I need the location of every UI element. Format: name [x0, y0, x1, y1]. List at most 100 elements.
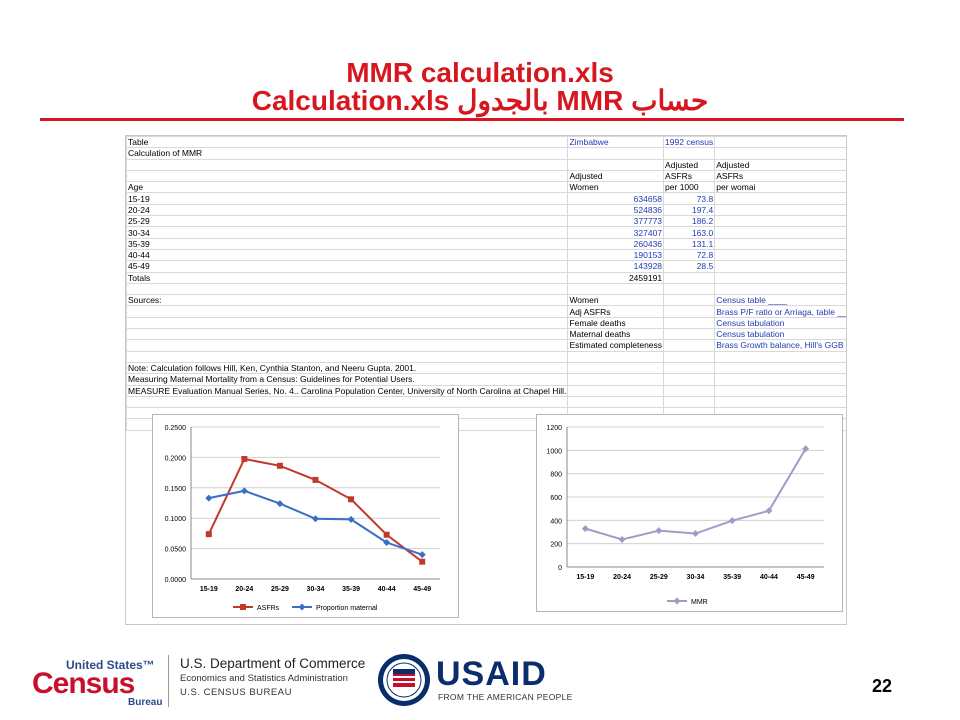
sheet-cell[interactable]: [126, 169, 569, 183]
sheet-cell[interactable]: [126, 316, 569, 330]
sheet-cell[interactable]: Adjusted: [567, 169, 665, 183]
sheet-cell[interactable]: 15-19: [126, 192, 569, 205]
sheet-cell[interactable]: [714, 384, 846, 397]
sheet-cell[interactable]: [567, 395, 665, 409]
sheet-cell[interactable]: 28.5: [663, 260, 716, 273]
sheet-cell[interactable]: Census table ____: [714, 294, 846, 307]
sheet-cell[interactable]: [126, 328, 569, 341]
sheet-cell[interactable]: 45-49: [126, 260, 569, 273]
sheet-cell[interactable]: [126, 395, 569, 409]
mmr-chart[interactable]: 0 200 400 600 800 1000 1200 15-19 20-24 25-29 30-3…: [536, 414, 843, 612]
sheet-cell[interactable]: ASFRs: [714, 169, 846, 183]
sheet-cell[interactable]: [126, 350, 569, 363]
sheet-cell[interactable]: [126, 305, 569, 318]
sheet-cell[interactable]: [663, 395, 716, 409]
sheet-cell[interactable]: Adjusted: [663, 158, 716, 171]
sheet-cell[interactable]: Estimated completeness: [567, 339, 665, 352]
sheet-cell[interactable]: [663, 384, 716, 397]
sheet-cell[interactable]: Brass Growth balance, Hill's GGB techniq…: [714, 339, 846, 352]
sheet-cell[interactable]: MEASURE Evaluation Manual Series, No. 4.…: [126, 384, 569, 397]
sheet-cell[interactable]: 327407: [567, 226, 665, 239]
sheet-cell[interactable]: per 1000: [663, 181, 716, 194]
sheet-cell[interactable]: [714, 373, 846, 386]
sheet-cell[interactable]: Female deaths: [567, 316, 665, 330]
sheet-cell[interactable]: Measuring Maternal Mortality from a Cens…: [126, 373, 569, 386]
sheet-cell[interactable]: [567, 282, 665, 296]
sheet-cell[interactable]: 0.1974: [714, 203, 846, 217]
sheet-cell[interactable]: 30-34: [126, 226, 569, 239]
sheet-cell[interactable]: ASFRs: [663, 169, 716, 183]
sheet-cell[interactable]: 143928: [567, 260, 665, 273]
sheet-cell[interactable]: [663, 328, 716, 341]
sheet-cell[interactable]: 163.0: [663, 226, 716, 239]
spreadsheet-area[interactable]: Table Zimbabwe 1992 census Calculation of M…: [125, 135, 847, 625]
sheet-cell[interactable]: 72.8: [663, 248, 716, 262]
sheet-cell[interactable]: [663, 350, 716, 363]
sheet-cell[interactable]: [567, 158, 665, 171]
sheet-cell[interactable]: 25-29: [126, 215, 569, 228]
sheet-cell[interactable]: [663, 271, 716, 284]
sheet-cell[interactable]: [126, 158, 569, 171]
sheet-cell[interactable]: 73.8: [663, 192, 716, 205]
sheet-cell[interactable]: [714, 271, 846, 284]
sheet-cell[interactable]: 260436: [567, 237, 665, 250]
sheet-cell[interactable]: 0.1862: [714, 215, 846, 228]
sheet-cell[interactable]: 2459191: [567, 271, 665, 284]
sheet-cell[interactable]: 0.0285: [714, 260, 846, 273]
sheet-cell[interactable]: Census tabulation: [714, 328, 846, 341]
sheet-cell[interactable]: 131.1: [663, 237, 716, 250]
sheet-cell[interactable]: [663, 305, 716, 318]
sheet-cell[interactable]: 186.2: [663, 215, 716, 228]
sheet-cell[interactable]: [714, 282, 846, 296]
sheet-cell[interactable]: [714, 147, 846, 160]
sheet-cell[interactable]: Zimbabwe: [567, 136, 665, 149]
sheet-cell[interactable]: Brass P/F ratio or Arriaga, table ____, …: [714, 305, 846, 318]
sheet-cell[interactable]: 1992 census: [663, 136, 716, 149]
sheet-cell[interactable]: [714, 361, 846, 375]
sheet-cell[interactable]: 0.1630: [714, 226, 846, 239]
sheet-cell[interactable]: Maternal deaths: [567, 328, 665, 341]
sheet-cell[interactable]: Adj ASFRs: [567, 305, 665, 318]
sheet-cell[interactable]: [663, 361, 716, 375]
sheet-cell[interactable]: [567, 350, 665, 363]
sheet-cell[interactable]: Adjusted: [714, 158, 846, 171]
sheet-cell[interactable]: 0.0738: [714, 192, 846, 205]
sheet-cell[interactable]: [714, 350, 846, 363]
sheet-cell[interactable]: per womai: [714, 181, 846, 194]
sheet-cell[interactable]: Table: [126, 136, 569, 149]
spreadsheet-grid[interactable]: Table Zimbabwe 1992 census Calculation of M…: [126, 136, 846, 431]
sheet-cell[interactable]: 377773: [567, 215, 665, 228]
sheet-cell[interactable]: [567, 147, 665, 160]
sheet-cell[interactable]: Women: [567, 294, 665, 307]
sheet-cell[interactable]: [567, 373, 665, 386]
sheet-cell[interactable]: [126, 282, 569, 296]
sheet-cell[interactable]: 634658: [567, 192, 665, 205]
sheet-cell[interactable]: 0.0728: [714, 248, 846, 262]
sheet-cell[interactable]: [663, 294, 716, 307]
sheet-cell[interactable]: [663, 316, 716, 330]
sheet-cell[interactable]: Women: [567, 181, 665, 194]
sheet-cell[interactable]: 40-44: [126, 248, 569, 262]
sheet-cell[interactable]: Age: [126, 181, 569, 194]
sheet-cell[interactable]: Census tabulation: [714, 316, 846, 330]
sheet-cell[interactable]: [663, 339, 716, 352]
sheet-cell[interactable]: [714, 136, 846, 149]
sheet-cell[interactable]: [714, 395, 846, 409]
sheet-cell[interactable]: [663, 373, 716, 386]
asfr-proportion-chart[interactable]: 0.0000 0.0500 0.1000 0.1500 0.2000 0.2500 15-1…: [152, 414, 459, 618]
sheet-cell[interactable]: 0.1311: [714, 237, 846, 250]
sheet-cell[interactable]: Totals: [126, 271, 569, 284]
sheet-cell[interactable]: Sources:: [126, 294, 569, 307]
sheet-cell[interactable]: Note: Calculation follows Hill, Ken, Cyn…: [126, 361, 569, 375]
sheet-cell[interactable]: [567, 361, 665, 375]
sheet-cell[interactable]: 197.4: [663, 203, 716, 217]
sheet-cell[interactable]: [126, 339, 569, 352]
sheet-cell[interactable]: [663, 282, 716, 296]
sheet-cell[interactable]: [567, 384, 665, 397]
sheet-cell[interactable]: Calculation of MMR: [126, 147, 569, 160]
sheet-cell[interactable]: 35-39: [126, 237, 569, 250]
sheet-cell[interactable]: [663, 147, 716, 160]
sheet-cell[interactable]: 524836: [567, 203, 665, 217]
sheet-cell[interactable]: 20-24: [126, 203, 569, 217]
sheet-cell[interactable]: 190153: [567, 248, 665, 262]
